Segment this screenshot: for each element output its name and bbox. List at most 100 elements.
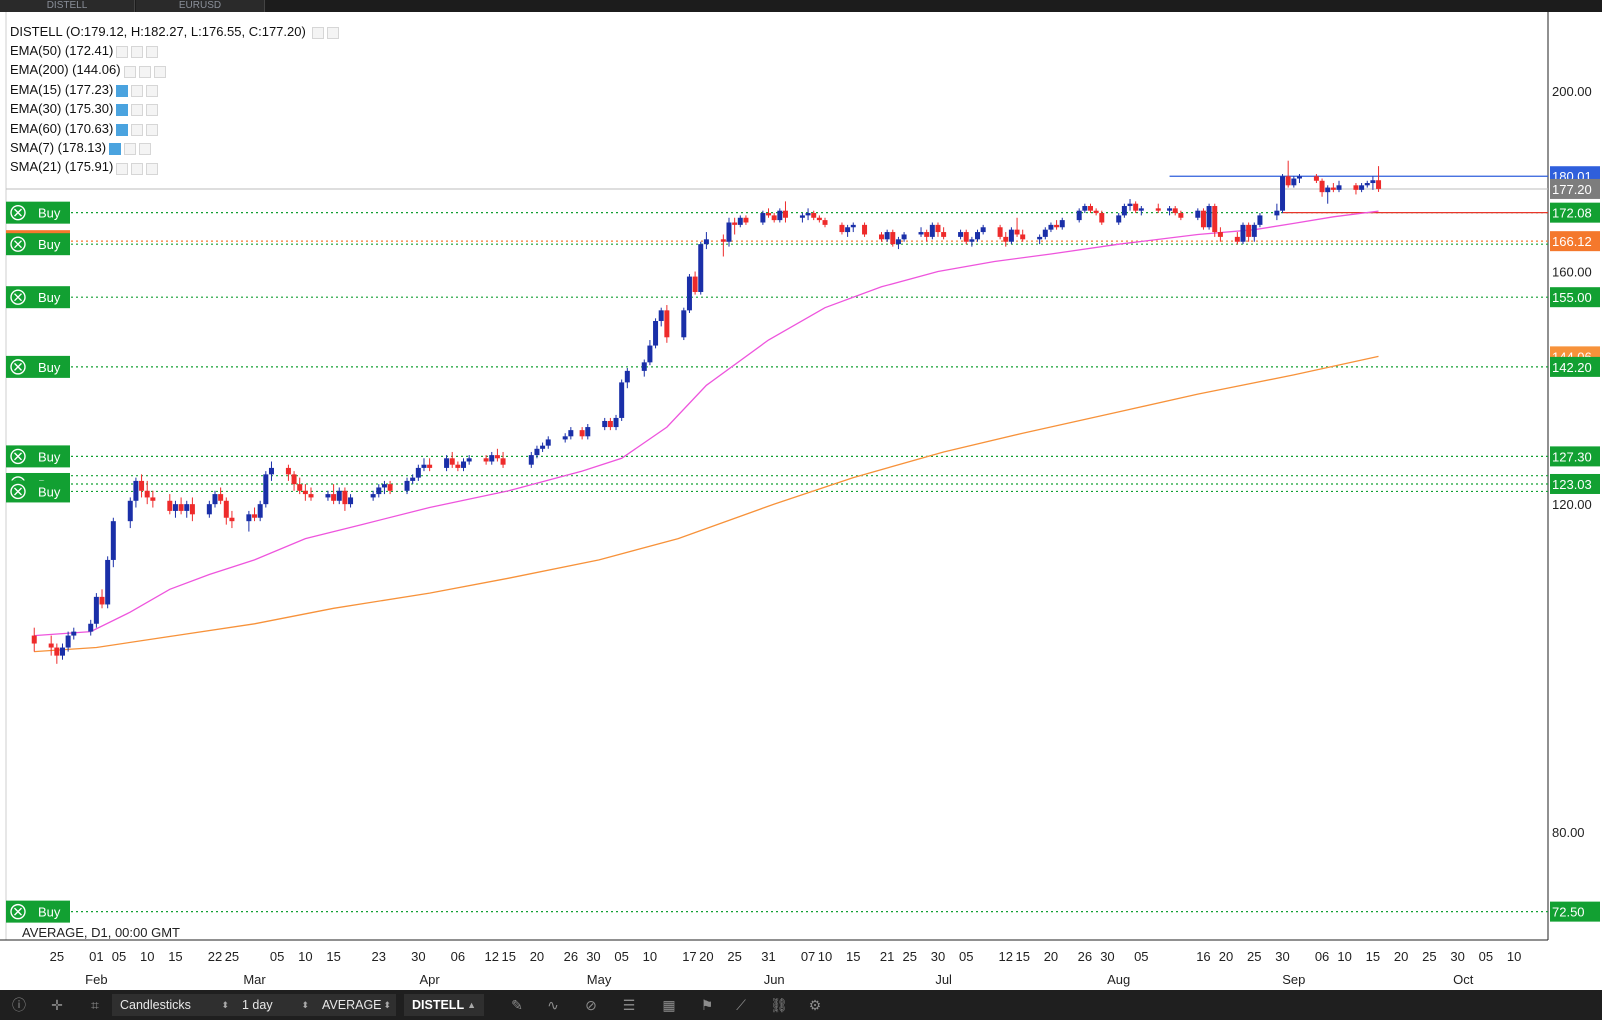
- visibility-toggle-icon[interactable]: [116, 46, 129, 59]
- buy-order-badge[interactable]: Buy: [6, 900, 70, 923]
- candle-body: [975, 232, 981, 240]
- month-label: Jul: [935, 972, 952, 987]
- crosshair-icon[interactable]: ✛: [51, 997, 63, 1013]
- symbol-select[interactable]: DISTELL ▲: [404, 994, 484, 1016]
- settings-icon[interactable]: [131, 46, 144, 59]
- pencil-icon[interactable]: ✎: [511, 997, 523, 1013]
- candle-body: [534, 448, 540, 456]
- candle-body: [1206, 206, 1212, 228]
- close-icon[interactable]: [139, 143, 152, 156]
- layers-icon[interactable]: ☰: [622, 997, 636, 1013]
- buy-order-badge[interactable]: Buy: [6, 480, 70, 503]
- close-icon[interactable]: [146, 46, 159, 59]
- candle-body: [760, 213, 766, 223]
- candle-body: [455, 464, 461, 468]
- close-order-icon[interactable]: [10, 483, 26, 500]
- x-tick-label: 10: [1337, 949, 1351, 964]
- chart-type-select[interactable]: Candlesticks ⬍: [112, 994, 234, 1016]
- candle-body: [1274, 210, 1280, 216]
- candle-body: [410, 477, 416, 481]
- visibility-toggle-icon[interactable]: [116, 84, 129, 97]
- buy-order-badge[interactable]: Buy: [6, 201, 70, 224]
- crop-icon[interactable]: ⌗: [91, 997, 99, 1013]
- buy-order-badge[interactable]: Buy: [6, 445, 70, 468]
- candle-body: [331, 494, 337, 501]
- candle-body: [88, 623, 94, 632]
- indicator-legend-row: EMA(200) (144.06): [10, 62, 169, 78]
- close-icon[interactable]: [146, 162, 159, 175]
- price-tag: [1550, 178, 1600, 199]
- line-icon[interactable]: ⟋: [736, 997, 746, 1013]
- visibility-toggle-icon[interactable]: [312, 27, 325, 40]
- settings-icon[interactable]: [131, 162, 144, 175]
- x-tick-label: 15: [1366, 949, 1380, 964]
- candle-body: [997, 227, 1003, 237]
- close-order-icon[interactable]: [14, 907, 22, 916]
- candle-body: [771, 215, 777, 221]
- candle-body: [766, 213, 772, 216]
- candle-body: [607, 420, 613, 428]
- candle-body: [494, 455, 500, 459]
- chevron-updown-icon: ⬍: [383, 1000, 391, 1010]
- brush-icon[interactable]: ∿: [547, 997, 559, 1013]
- close-order-icon[interactable]: [10, 204, 26, 221]
- ohlc-text: DISTELL (O:179.12, H:182.27, L:176.55, C…: [10, 24, 306, 39]
- visibility-toggle-icon[interactable]: [109, 143, 122, 156]
- ema-orange-line: [34, 355, 1379, 653]
- candle-body: [884, 232, 890, 240]
- close-order-icon[interactable]: [10, 289, 26, 305]
- close-order-icon[interactable]: [14, 293, 22, 302]
- candle-body: [285, 467, 291, 475]
- settings-icon[interactable]: [327, 27, 340, 40]
- candle-body: [1212, 206, 1218, 233]
- link-icon[interactable]: ⛓: [770, 997, 788, 1013]
- settings-icon[interactable]: [131, 104, 144, 117]
- close-order-icon[interactable]: [14, 240, 22, 249]
- visibility-toggle-icon[interactable]: [116, 162, 129, 175]
- info-icon[interactable]: ⓘ: [12, 997, 26, 1013]
- close-icon[interactable]: [153, 65, 166, 78]
- close-order-icon[interactable]: [14, 362, 22, 371]
- candle-body: [850, 224, 856, 228]
- close-icon[interactable]: [146, 84, 159, 97]
- settings-icon[interactable]: [131, 123, 144, 136]
- tab-distell[interactable]: DISTELL: [0, 0, 135, 12]
- candle-body: [1127, 203, 1133, 207]
- close-order-icon[interactable]: [14, 208, 22, 217]
- chart-background: [0, 12, 1602, 990]
- candle-body: [444, 458, 450, 468]
- buy-order-badge[interactable]: Buy: [6, 233, 70, 256]
- close-icon[interactable]: [146, 104, 159, 117]
- eye-slash-icon[interactable]: ⊘: [585, 997, 597, 1013]
- candle-body: [133, 480, 139, 501]
- price-mode-select[interactable]: AVERAGE ⬍: [314, 994, 396, 1016]
- month-label: Sep: [1282, 972, 1305, 987]
- tab-eurusd[interactable]: EURUSD: [136, 0, 265, 12]
- visibility-toggle-icon[interactable]: [123, 65, 136, 78]
- close-order-icon[interactable]: [10, 359, 26, 375]
- settings-icon[interactable]: [124, 143, 137, 156]
- price-chart[interactable]: 200.00160.00120.0080.00BuyS/LBuyBuyBuyBu…: [0, 12, 1602, 990]
- flag-icon[interactable]: ⚑: [700, 997, 714, 1013]
- timeframe-select[interactable]: 1 day ⬍: [234, 994, 314, 1016]
- order-badge-label: Buy: [38, 484, 61, 499]
- close-icon[interactable]: [146, 123, 159, 136]
- close-order-icon[interactable]: [14, 452, 22, 461]
- candle-body: [489, 455, 495, 462]
- close-order-icon[interactable]: [10, 236, 26, 252]
- close-order-icon[interactable]: [10, 448, 26, 465]
- candle-body: [65, 635, 71, 648]
- buy-order-badge[interactable]: Buy: [6, 355, 70, 378]
- visibility-toggle-icon[interactable]: [116, 104, 129, 117]
- grid-icon[interactable]: ▦: [662, 997, 676, 1013]
- x-tick-label: 30: [411, 949, 425, 964]
- buy-order-badge[interactable]: Buy: [6, 286, 70, 309]
- candle-body: [1155, 208, 1161, 211]
- settings-icon[interactable]: [131, 84, 144, 97]
- visibility-toggle-icon[interactable]: [116, 123, 129, 136]
- settings-icon[interactable]: [138, 65, 151, 78]
- close-order-icon[interactable]: [10, 903, 26, 920]
- indicator-label: EMA(15) (177.23): [10, 81, 114, 97]
- close-order-icon[interactable]: [14, 487, 22, 496]
- gear-icon[interactable]: ⚙: [808, 997, 822, 1013]
